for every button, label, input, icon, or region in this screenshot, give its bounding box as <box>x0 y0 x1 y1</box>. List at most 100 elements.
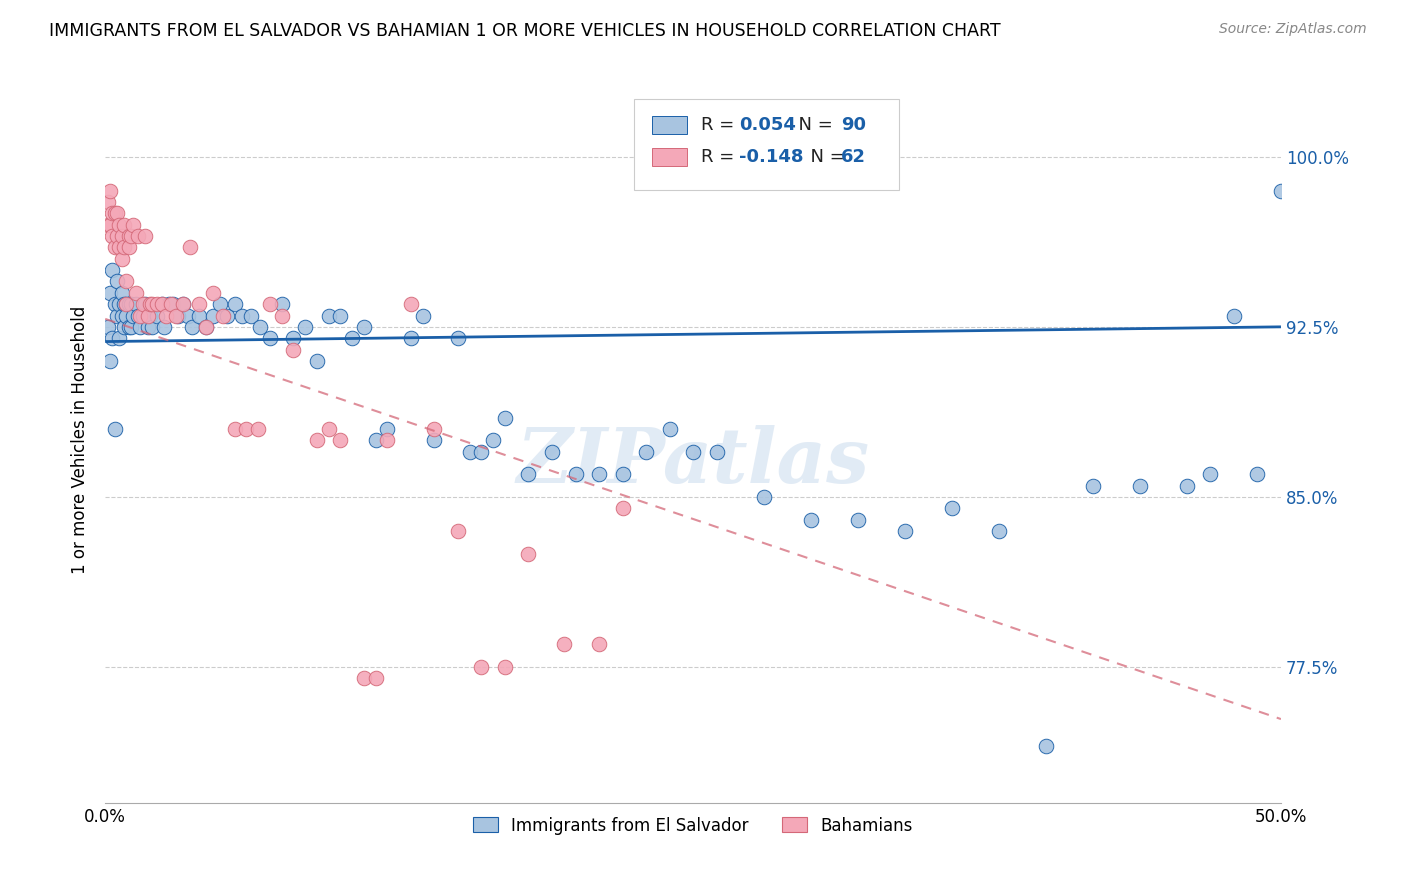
Point <box>98 218 121 232</box>
Point <box>399 297 422 311</box>
Point <box>105 206 128 220</box>
Point <box>181 319 204 334</box>
Point <box>120 229 142 244</box>
Point <box>125 297 148 311</box>
Point <box>588 467 610 482</box>
Point <box>458 444 481 458</box>
Point <box>353 671 375 685</box>
Point <box>155 309 177 323</box>
Point <box>101 263 124 277</box>
Text: N =: N = <box>799 148 851 166</box>
Point <box>112 297 135 311</box>
Text: R =: R = <box>702 148 741 166</box>
Bar <box>652 148 688 166</box>
Point <box>139 309 162 323</box>
Point <box>399 331 422 345</box>
Point <box>470 444 492 458</box>
Point <box>305 354 328 368</box>
Bar <box>652 116 688 134</box>
Point <box>247 422 270 436</box>
Point <box>108 218 131 232</box>
Point <box>270 297 292 311</box>
Point <box>318 309 340 323</box>
Point <box>127 229 149 244</box>
Point <box>118 319 141 334</box>
Point <box>132 309 155 323</box>
Point <box>412 309 434 323</box>
Point <box>752 490 775 504</box>
Point <box>209 297 232 311</box>
Point <box>101 331 124 345</box>
Point <box>517 547 540 561</box>
Point <box>1035 739 1057 754</box>
Point <box>115 275 138 289</box>
Point <box>120 319 142 334</box>
Point <box>98 354 121 368</box>
Point <box>111 229 134 244</box>
Point <box>564 467 586 482</box>
Point <box>129 319 152 334</box>
Point <box>706 444 728 458</box>
Point <box>167 309 190 323</box>
Point <box>105 309 128 323</box>
Point <box>104 240 127 254</box>
Text: R =: R = <box>702 116 741 134</box>
Point <box>283 331 305 345</box>
Point <box>377 422 399 436</box>
Point <box>115 297 138 311</box>
Point <box>231 309 253 323</box>
Point <box>122 309 145 323</box>
Point <box>120 297 142 311</box>
Text: 0.054: 0.054 <box>740 116 796 134</box>
Point <box>146 309 169 323</box>
Point <box>97 319 120 334</box>
Point <box>1199 467 1222 482</box>
Point <box>108 240 131 254</box>
Text: IMMIGRANTS FROM EL SALVADOR VS BAHAMIAN 1 OR MORE VEHICLES IN HOUSEHOLD CORRELAT: IMMIGRANTS FROM EL SALVADOR VS BAHAMIAN … <box>49 22 1001 40</box>
Point <box>176 309 198 323</box>
Point <box>211 309 233 323</box>
Point <box>195 319 218 334</box>
Text: Source: ZipAtlas.com: Source: ZipAtlas.com <box>1219 22 1367 37</box>
Point <box>1129 478 1152 492</box>
Point <box>377 433 399 447</box>
Point <box>101 206 124 220</box>
Point <box>136 309 159 323</box>
Point <box>165 309 187 323</box>
Point <box>270 309 292 323</box>
Point <box>447 524 470 538</box>
Point <box>482 433 505 447</box>
Point <box>259 331 281 345</box>
Point <box>188 309 211 323</box>
Point <box>846 512 869 526</box>
Point <box>800 512 823 526</box>
Point <box>353 319 375 334</box>
Point <box>97 195 120 210</box>
Point <box>179 240 201 254</box>
Point <box>283 343 305 357</box>
Point <box>118 240 141 254</box>
Point <box>202 285 225 300</box>
Point <box>987 524 1010 538</box>
Point <box>122 218 145 232</box>
Point <box>240 309 263 323</box>
Point <box>1175 478 1198 492</box>
Point <box>108 297 131 311</box>
Point <box>104 422 127 436</box>
Point <box>893 524 915 538</box>
Point <box>682 444 704 458</box>
Point <box>118 229 141 244</box>
Text: N =: N = <box>787 116 838 134</box>
Point <box>104 297 127 311</box>
Point <box>494 660 516 674</box>
Point <box>1081 478 1104 492</box>
Point <box>364 671 387 685</box>
Point <box>941 501 963 516</box>
Point <box>612 467 634 482</box>
Point <box>160 297 183 311</box>
Point <box>125 285 148 300</box>
Text: -0.148: -0.148 <box>740 148 803 166</box>
Point <box>340 331 363 345</box>
Point <box>423 433 446 447</box>
Point <box>235 422 257 436</box>
